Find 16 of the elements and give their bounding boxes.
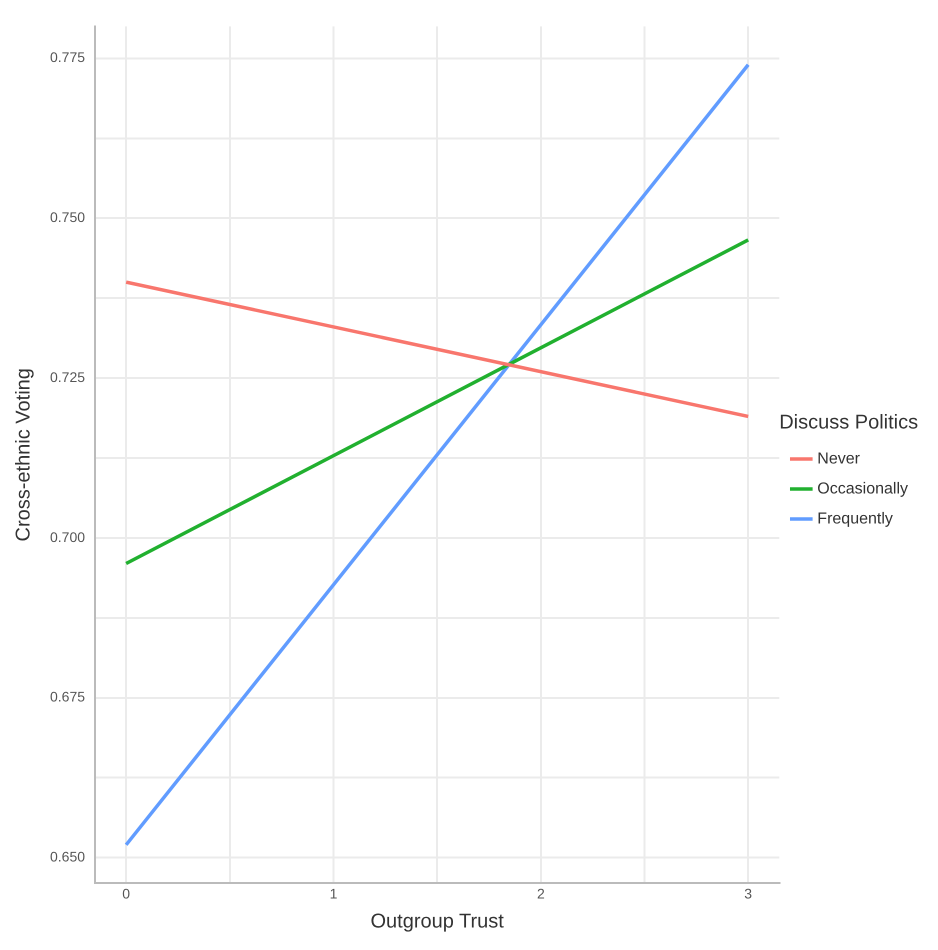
x-tick-label: 0 [122,885,130,902]
y-axis-title: Cross-ethnic Voting [12,368,35,542]
x-tick-label: 2 [536,885,545,902]
y-tick-label: 0.700 [50,528,86,545]
legend-label: Occasionally [817,480,908,498]
legend-title: Discuss Politics [779,412,918,434]
y-tick-label: 0.775 [50,49,86,66]
x-tick-label: 1 [330,885,338,902]
x-axis-title: Outgroup Trust [370,910,504,933]
y-tick-label: 0.725 [50,368,86,385]
y-tick-label: 0.650 [50,848,86,864]
legend-label: Never [817,450,861,468]
y-tick-label: 0.675 [50,688,86,705]
x-tick-label: 3 [744,885,752,902]
y-tick-label: 0.750 [50,209,86,226]
legend-label: Frequently [817,510,893,528]
